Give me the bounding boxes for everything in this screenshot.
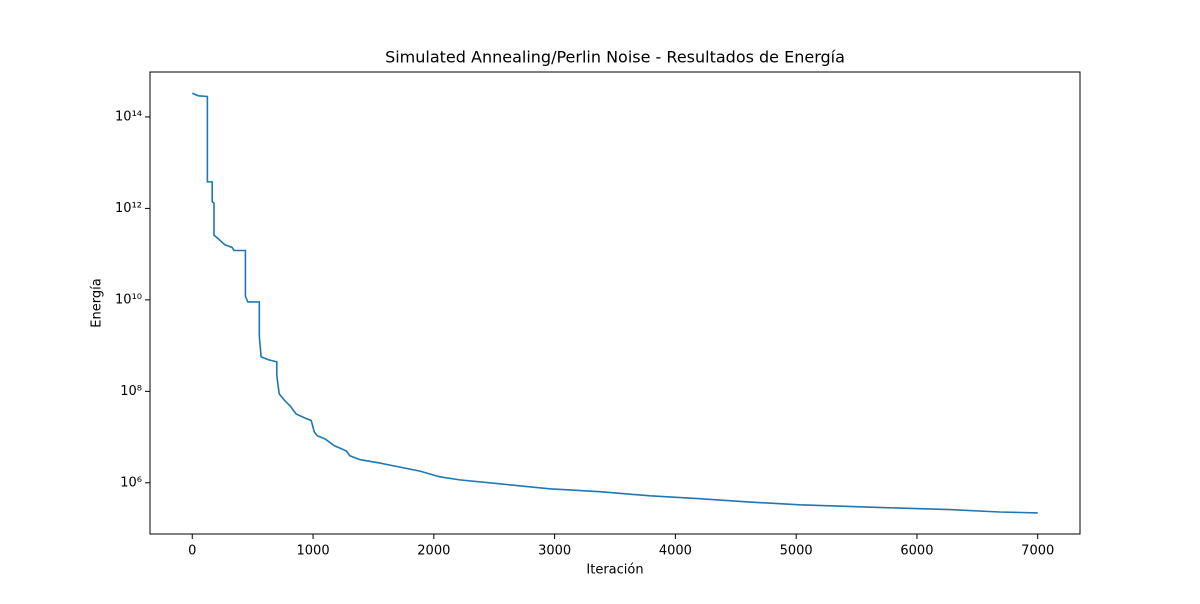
x-tick-label: 4000 <box>659 544 692 559</box>
x-tick-label: 1000 <box>297 544 330 559</box>
plot-frame <box>149 71 1081 535</box>
x-tick-label: 7000 <box>1021 544 1054 559</box>
x-tick-label: 5000 <box>780 544 813 559</box>
chart-title: Simulated Annealing/Perlin Noise - Resul… <box>385 48 845 67</box>
x-tick-label: 0 <box>188 544 196 559</box>
y-axis-label: Energía <box>90 278 105 327</box>
x-tick-label: 2000 <box>417 544 450 559</box>
y-tick-label: 10¹⁴ <box>115 109 142 124</box>
y-tick-label: 10¹² <box>115 201 142 216</box>
x-tick-label: 3000 <box>538 544 571 559</box>
y-tick-label: 10¹⁰ <box>115 292 142 307</box>
x-tick-label: 6000 <box>900 544 933 559</box>
series-line <box>191 92 1038 514</box>
x-axis-label: Iteración <box>586 563 643 578</box>
y-tick-label: 10⁸ <box>120 384 142 399</box>
y-tick-label: 10⁶ <box>120 475 142 490</box>
